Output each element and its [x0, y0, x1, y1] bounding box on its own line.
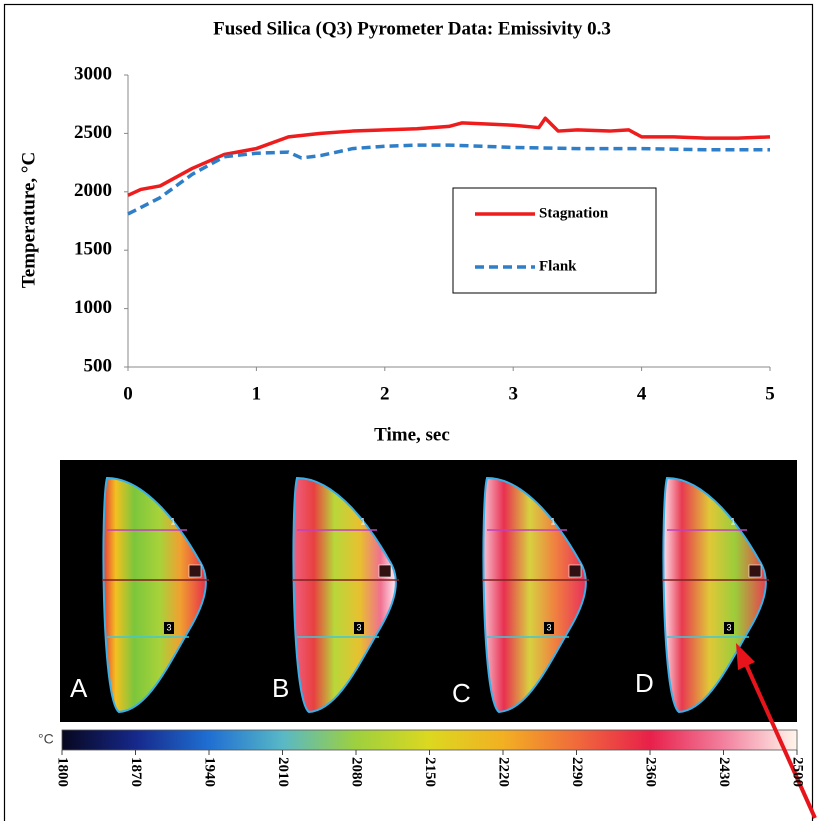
marker-label: 1 [170, 516, 175, 526]
colorbar-tick-label: 2010 [275, 757, 291, 787]
x-tick-label: 1 [252, 383, 262, 404]
thermal-shape [292, 476, 397, 714]
y-tick-label: 2500 [74, 122, 112, 143]
colorbar-tick-label: 1940 [202, 757, 218, 787]
arrow-shaft [743, 661, 817, 819]
colorbar-tick-label: 2080 [349, 757, 365, 787]
y-tick-label: 2000 [74, 180, 112, 201]
marker-label: 1 [550, 516, 555, 526]
series-line [127, 116, 771, 197]
y-tick-label: 3000 [74, 63, 112, 84]
chart-title: Fused Silica (Q3) Pyrometer Data: Emissi… [213, 18, 611, 39]
marker-label: 3 [166, 622, 171, 632]
y-tick-label: 1000 [74, 297, 112, 318]
probe-box [748, 564, 762, 578]
image-label: D [635, 668, 654, 698]
thermal-shape [102, 476, 207, 714]
marker-label: 3 [726, 622, 731, 632]
thermal-shape [482, 476, 587, 714]
marker-label: 3 [356, 622, 361, 632]
colorbar-tick-label: 2360 [643, 757, 659, 787]
probe-box [378, 564, 392, 578]
marker-box [164, 622, 174, 634]
colorbar-tick-label: 2220 [496, 757, 512, 787]
x-tick-label: 3 [508, 383, 518, 404]
marker-label: 1 [730, 516, 735, 526]
image-label: B [272, 673, 289, 703]
series-line [127, 143, 770, 216]
arrow-head [736, 643, 755, 670]
image-label: A [70, 673, 88, 703]
colorbar-tick-label: 2430 [716, 757, 732, 787]
marker-box [544, 622, 554, 634]
legend-box [452, 187, 657, 294]
legend-label: Flank [539, 258, 577, 274]
marker-label: 1 [360, 516, 365, 526]
x-axis-label: Time, sec [374, 424, 450, 445]
x-tick-label: 4 [637, 383, 647, 404]
colorbar-tick-label: 1870 [128, 757, 144, 787]
colorbar-tick-label: 2500 [790, 757, 806, 787]
y-tick-label: 500 [84, 355, 113, 376]
y-axis-label: Temperature, °C [18, 152, 39, 288]
image-label: C [452, 678, 471, 708]
x-tick-label: 0 [123, 383, 133, 404]
probe-box [568, 564, 582, 578]
colorbar-tick-label: 2290 [569, 757, 585, 787]
marker-label: 3 [546, 622, 551, 632]
legend-label: Stagnation [539, 205, 609, 221]
probe-box [188, 564, 202, 578]
marker-box [724, 622, 734, 634]
colorbar-tick-label: 2150 [422, 757, 438, 787]
colorbar-tick-label: 1800 [55, 757, 71, 787]
marker-box [354, 622, 364, 634]
x-tick-label: 5 [765, 383, 775, 404]
colorbar-unit: °C [38, 731, 54, 747]
x-tick-label: 2 [380, 383, 390, 404]
y-tick-label: 1500 [74, 239, 112, 260]
colorbar [61, 729, 798, 751]
frame [3, 3, 814, 821]
